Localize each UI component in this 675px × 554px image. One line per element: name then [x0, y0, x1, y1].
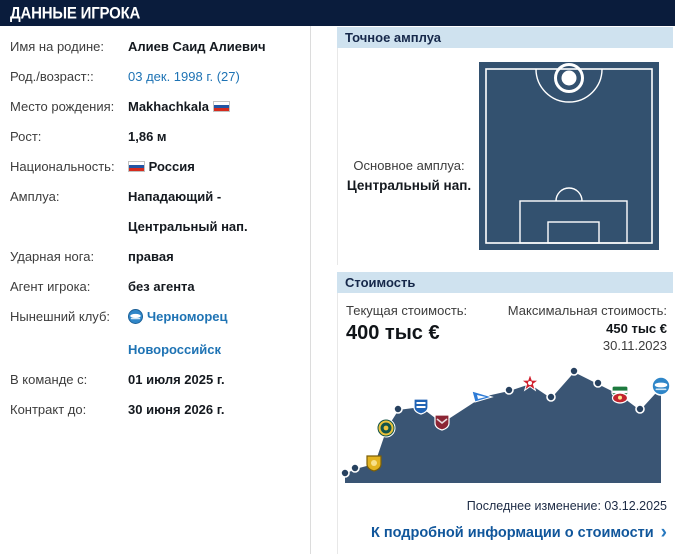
- profile-label: Место рождения:: [10, 99, 115, 114]
- section-header: ДАННЫЕ ИГРОКА: [0, 0, 675, 26]
- page-title: ДАННЫЕ ИГРОКА: [10, 3, 141, 23]
- agent-value: без агента: [128, 279, 195, 294]
- main-position-value: Центральный нап.: [346, 178, 472, 193]
- chart-area-fill: [345, 371, 661, 483]
- max-value-date: 30.11.2023: [602, 338, 667, 353]
- foot-value: правая: [128, 249, 174, 264]
- market-value-box: Стоимость Текущая стоимость: 400 тыс € М…: [337, 272, 673, 554]
- height-value: 1,86 м: [128, 129, 167, 144]
- chart-point: [569, 366, 579, 376]
- chart-point: [350, 463, 360, 473]
- current-value-label: Текущая стоимость:: [346, 303, 468, 318]
- profile-label: Агент игрока:: [10, 279, 91, 294]
- exact-position-box-body: Основное амплуа: Центральный нап.: [337, 48, 673, 265]
- profile-row-name: Имя на родине: Алиев Саид Алиевич: [0, 32, 310, 62]
- nationality-text: Россия: [148, 159, 195, 174]
- nationality-value: Россия: [128, 152, 310, 182]
- main-position-label: Основное амплуа:: [353, 158, 465, 173]
- contract-until-value: 30 июня 2026 г.: [128, 402, 225, 417]
- max-value: 450 тыс €: [606, 321, 667, 336]
- position-marker: [554, 63, 584, 93]
- main-position-block: Основное амплуа: Центральный нап.: [342, 156, 476, 196]
- profile-row-position: Амплуа: Нападающий - Центральный нап.: [0, 182, 310, 242]
- profile-row-nationality: Национальность: Россия: [0, 152, 310, 182]
- chart-point: [340, 468, 350, 478]
- player-full-name: Алиев Саид Алиевич: [128, 39, 266, 54]
- profile-label: Национальность:: [10, 159, 115, 174]
- profile-label: Род./возраст::: [10, 69, 94, 84]
- russia-flag-icon: [128, 161, 145, 172]
- last-change-text: Последнее изменение: 03.12.2025: [466, 499, 667, 513]
- profile-table: Имя на родине: Алиев Саид Алиевич Род./в…: [0, 26, 311, 554]
- chevron-right-icon: ›: [660, 522, 667, 543]
- profile-label: В команде с:: [10, 372, 88, 387]
- max-value-block: Максимальная стоимость: 450 тыс € 30.11.…: [508, 303, 667, 353]
- profile-label: Рост:: [10, 129, 42, 144]
- exact-position-box: Точное амплуа Основное амплуа: Центральн…: [337, 27, 673, 265]
- profile-row-contract: Контракт до: 30 июня 2026 г.: [0, 395, 310, 425]
- birthplace-value: Makhachkala: [128, 92, 310, 122]
- profile-row-joined: В команде с: 01 июля 2025 г.: [0, 365, 310, 395]
- current-club-name: Черноморец Новороссийск: [128, 309, 228, 357]
- chernomorets-club-logo-icon: [128, 305, 143, 335]
- position-value: Нападающий - Центральный нап.: [128, 189, 248, 234]
- market-value-chart-svg: [340, 366, 671, 483]
- market-value-box-body: Текущая стоимость: 400 тыс € Максимальна…: [337, 293, 673, 554]
- chart-point: [393, 404, 403, 414]
- birthplace-text: Makhachkala: [128, 99, 209, 114]
- profile-label: Контракт до:: [10, 402, 87, 417]
- exact-position-box-title: Точное амплуа: [337, 27, 673, 48]
- club-logo-marker-shield-blue: [413, 398, 429, 415]
- profile-row-birthplace: Место рождения: Makhachkala: [0, 92, 310, 122]
- profile-row-agent: Агент игрока: без агента: [0, 272, 310, 302]
- joined-date-value: 01 июля 2025 г.: [128, 372, 225, 387]
- profile-label: Амплуа:: [10, 189, 60, 204]
- chart-point: [593, 378, 603, 388]
- chart-point: [504, 385, 514, 395]
- market-value-box-title: Стоимость: [337, 272, 673, 293]
- current-value-block: Текущая стоимость: 400 тыс €: [346, 303, 467, 345]
- club-logo-marker-shield-yellow: [366, 455, 382, 472]
- chart-line: [344, 370, 662, 474]
- profile-label: Ударная нога:: [10, 249, 95, 264]
- pitch-diagram: [479, 62, 659, 250]
- market-value-chart[interactable]: [338, 359, 671, 484]
- club-logo-marker-shield-green-red: [611, 385, 629, 404]
- value-details-link[interactable]: К подробной информации о стоимости ›: [370, 522, 667, 543]
- current-club-link[interactable]: Черноморец Новороссийск: [128, 302, 310, 365]
- profile-row-birthdate: Род./возраст:: 03 дек. 1998 г. (27): [0, 62, 310, 92]
- profile-row-height: Рост: 1,86 м: [0, 122, 310, 152]
- chart-point: [546, 392, 556, 402]
- profile-label: Нынешний клуб:: [10, 309, 111, 324]
- club-logo-marker-shield-darkred: [434, 414, 450, 431]
- club-logo-marker-flag-blue: [471, 390, 494, 403]
- birthdate-age-link[interactable]: 03 дек. 1998 г. (27): [128, 69, 240, 84]
- club-logo-marker-star-red: [519, 372, 541, 392]
- profile-label: Имя на родине:: [10, 39, 104, 54]
- pitch-svg: [479, 62, 659, 250]
- club-logo-marker-round-teal: [376, 418, 396, 438]
- value-details-link-text: К подробной информации о стоимости: [370, 525, 654, 541]
- current-value: 400 тыс €: [346, 322, 440, 344]
- profile-row-foot: Ударная нога: правая: [0, 242, 310, 272]
- russia-flag-icon: [212, 101, 230, 112]
- max-value-label: Максимальная стоимость:: [507, 303, 667, 318]
- club-logo-marker-round-blue: [651, 376, 671, 396]
- chart-point: [635, 404, 645, 414]
- profile-row-club: Нынешний клуб: Черноморец Новороссийск: [0, 302, 310, 365]
